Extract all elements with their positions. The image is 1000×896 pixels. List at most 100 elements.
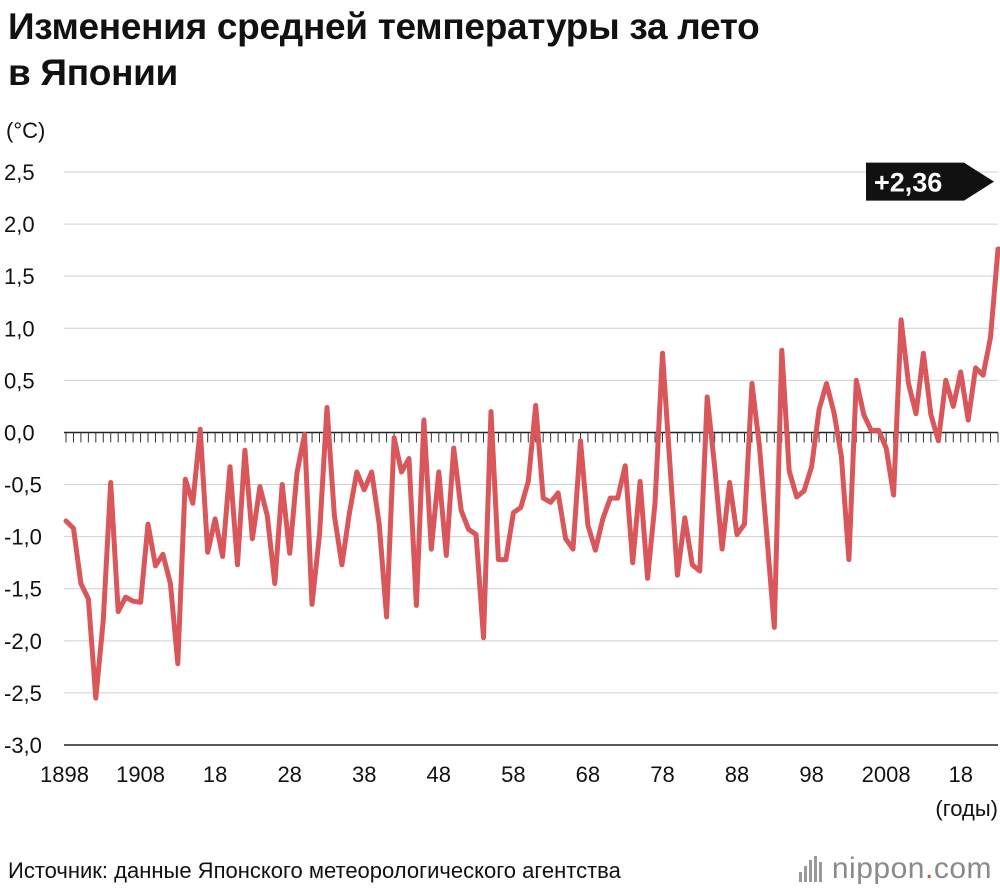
data-point (533, 403, 538, 408)
data-point (660, 351, 665, 356)
data-point (705, 395, 710, 400)
data-point (138, 600, 143, 605)
y-tick-label: -1,0 (4, 525, 42, 550)
y-tick-label: 2,5 (4, 160, 35, 185)
data-point (451, 446, 456, 451)
data-point (392, 435, 397, 440)
data-point (503, 557, 508, 562)
data-point (809, 464, 814, 469)
data-point (310, 602, 315, 607)
data-point (854, 378, 859, 383)
data-point (943, 378, 948, 383)
data-point (884, 446, 889, 451)
data-point (175, 661, 180, 666)
data-point (496, 557, 501, 562)
x-tick-label: 2008 (862, 762, 911, 787)
data-point (951, 404, 956, 409)
data-point (936, 438, 941, 443)
data-point (667, 461, 672, 466)
logo-tld: com (933, 852, 992, 885)
logo-dot: . (924, 852, 934, 885)
data-point (899, 317, 904, 322)
data-point (459, 508, 464, 513)
data-point (511, 510, 516, 515)
data-point (198, 427, 203, 432)
data-point (518, 505, 523, 510)
data-point (190, 501, 195, 506)
data-point (653, 501, 658, 506)
gridlines (64, 171, 998, 746)
data-point (615, 496, 620, 501)
source-note: Источник: данные Японского метеорологиче… (8, 858, 621, 883)
data-point (302, 432, 307, 437)
y-tick-label: -0,5 (4, 473, 42, 498)
data-point (757, 444, 762, 449)
data-point (638, 479, 643, 484)
y-tick-label: -2,0 (4, 629, 42, 654)
y-tick-label: -2,5 (4, 681, 42, 706)
data-point (295, 470, 300, 475)
data-point (727, 480, 732, 485)
data-point (876, 428, 881, 433)
data-point (981, 373, 986, 378)
data-point (623, 463, 628, 468)
x-tick-label: 68 (576, 762, 600, 787)
data-point (779, 348, 784, 353)
data-point (429, 547, 434, 552)
x-axis-tick-labels: 1898 1908 18 28 38 48 58 68 78 88 98 2008 18 (40, 762, 973, 787)
zero-axis-minor-ticks (65, 432, 999, 443)
data-point (489, 409, 494, 414)
data-point (861, 412, 866, 417)
x-tick-label: 58 (501, 762, 525, 787)
data-point (750, 381, 755, 386)
data-point (317, 532, 322, 537)
data-point (735, 532, 740, 537)
x-tick-label: 1908 (116, 762, 165, 787)
data-point (764, 534, 769, 539)
data-point (988, 335, 993, 340)
data-point (824, 381, 829, 386)
data-point (86, 597, 91, 602)
data-point (958, 370, 963, 375)
data-point (466, 527, 471, 532)
data-point (339, 562, 344, 567)
y-tick-label: 0,0 (4, 420, 35, 445)
data-point (832, 410, 837, 415)
latest-value-badge: +2,36 (866, 162, 994, 201)
data-point (973, 365, 978, 370)
data-point (123, 595, 128, 600)
data-point (608, 496, 613, 501)
data-point (160, 552, 165, 557)
data-point (362, 487, 367, 492)
y-tick-label: 1,5 (4, 264, 35, 289)
data-point (153, 563, 158, 568)
y-tick-label: 0,5 (4, 368, 35, 393)
data-point (205, 550, 210, 555)
temperature-anomaly-line (63, 246, 1000, 701)
latest-value-label: +2,36 (874, 168, 942, 198)
data-point (690, 562, 695, 567)
y-axis-tick-labels: 2,5 2,0 1,5 1,0 0,5 0,0 -0,5 -1,0 -1,5 -2,0 -2,5 -3… (4, 160, 42, 758)
x-tick-label: 88 (725, 762, 749, 787)
data-point (921, 351, 926, 356)
logo-name: nippon (831, 852, 925, 885)
data-point (257, 484, 262, 489)
x-tick-label: 78 (650, 762, 674, 787)
data-point (414, 603, 419, 608)
data-point (928, 412, 933, 417)
data-point (131, 599, 136, 604)
chart-title-line-1: Изменения средней температуры за лето (8, 6, 760, 47)
x-tick-label: 98 (799, 762, 823, 787)
data-point (377, 522, 382, 527)
y-tick-label: 1,0 (4, 316, 35, 341)
data-point (906, 381, 911, 386)
data-point (242, 448, 247, 453)
data-point (183, 477, 188, 482)
data-point (817, 407, 822, 412)
data-point (585, 523, 590, 528)
data-point (802, 488, 807, 493)
data-point (914, 411, 919, 416)
y-tick-label: -1,5 (4, 577, 42, 602)
data-point (645, 576, 650, 581)
data-point (481, 635, 486, 640)
